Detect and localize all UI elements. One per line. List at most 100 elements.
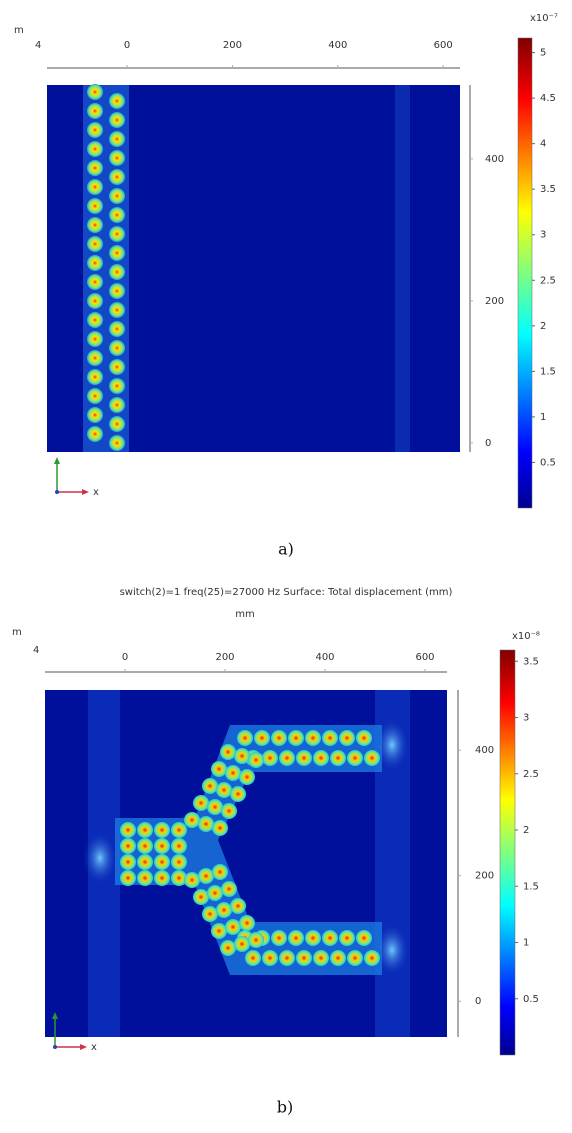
field-spot [109, 150, 125, 166]
y-tick-label: 0 [475, 996, 481, 1007]
x-tick-label: 400 [315, 652, 334, 663]
field-spot [120, 822, 136, 838]
field-spot [216, 782, 232, 798]
field-spot [109, 112, 125, 128]
field-spot [248, 932, 264, 948]
field-spot [339, 930, 355, 946]
field-spot [245, 950, 261, 966]
field-spot [212, 864, 228, 880]
colorbar-tick-label: 1 [540, 412, 546, 423]
field-spot [225, 765, 241, 781]
triad-label: x [93, 487, 99, 498]
unit-fragment: m [14, 25, 24, 36]
field-spot [87, 388, 103, 404]
field-spot [137, 854, 153, 870]
field-spot [137, 870, 153, 886]
field-spot [330, 950, 346, 966]
field-spot [109, 359, 125, 375]
field-spot [248, 752, 264, 768]
field-spot [109, 321, 125, 337]
field-edge [395, 85, 410, 452]
y-tick-label: 200 [475, 871, 494, 882]
colorbar-tick-label: 3 [540, 230, 546, 241]
colorbar-tick-label: 2 [540, 321, 546, 332]
caption: b) [277, 1098, 293, 1117]
field-spot [109, 264, 125, 280]
field-spot [109, 340, 125, 356]
field-spot [220, 744, 236, 760]
triad-y-head [52, 1012, 58, 1019]
field-spot [262, 750, 278, 766]
unit-fragment: m [12, 627, 22, 638]
colorbar-exponent: x10⁻⁸ [512, 631, 540, 642]
field-spot [109, 283, 125, 299]
field-spot [193, 889, 209, 905]
field-spot [211, 923, 227, 939]
field-spot [207, 885, 223, 901]
colorbar-tick-label: 1.5 [523, 881, 539, 892]
field-spot [202, 906, 218, 922]
field-spot [225, 919, 241, 935]
field-spot [364, 950, 380, 966]
colorbar [517, 37, 533, 509]
colorbar [499, 649, 516, 1056]
y-tick-label: 400 [475, 745, 494, 756]
field-glow [82, 830, 118, 886]
field-spot [87, 236, 103, 252]
field-spot [109, 93, 125, 109]
colorbar-exponent: x10⁻⁷ [530, 13, 558, 24]
field-spot [154, 854, 170, 870]
field-spot [87, 426, 103, 442]
colorbar-tick-label: 1.5 [540, 366, 556, 377]
field-spot [220, 940, 236, 956]
field-spot [184, 812, 200, 828]
field-spot [171, 870, 187, 886]
field-spot [87, 198, 103, 214]
field-spot [262, 950, 278, 966]
field-spot [221, 803, 237, 819]
field-spot [120, 870, 136, 886]
field-spot [109, 131, 125, 147]
field-spot [207, 799, 223, 815]
caption: a) [278, 540, 294, 559]
field-spot [87, 293, 103, 309]
field-spot [296, 950, 312, 966]
field-spot [202, 778, 218, 794]
field-spot [87, 312, 103, 328]
triad-origin [55, 490, 59, 494]
field-spot [87, 369, 103, 385]
field-spot [87, 141, 103, 157]
field-spot [109, 397, 125, 413]
field-spot [230, 898, 246, 914]
field-spot [109, 378, 125, 394]
field-spot [211, 761, 227, 777]
field-spot [154, 838, 170, 854]
field-spot [87, 217, 103, 233]
colorbar-tick-label: 3.5 [540, 184, 556, 195]
colorbar-tick-label: 0.5 [540, 457, 556, 468]
field-spot [87, 84, 103, 100]
colorbar-tick-label: 0.5 [523, 994, 539, 1005]
field-spot [109, 226, 125, 242]
field-spot [288, 930, 304, 946]
unit-number: 4 [35, 40, 41, 51]
field-spot [347, 750, 363, 766]
colorbar-tick-label: 1 [523, 938, 529, 949]
field-spot [198, 868, 214, 884]
colorbar-tick-label: 2.5 [523, 769, 539, 780]
field-spot [109, 207, 125, 223]
field-spot [87, 179, 103, 195]
field-spot [154, 822, 170, 838]
field-spot [339, 730, 355, 746]
field-spot [193, 795, 209, 811]
field-spot [171, 838, 187, 854]
colorbar-tick-label: 3 [523, 713, 529, 724]
field-spot [230, 786, 246, 802]
field-spot [305, 930, 321, 946]
field-spot [87, 331, 103, 347]
field-spot [239, 769, 255, 785]
field-spot [109, 188, 125, 204]
field-spot [322, 730, 338, 746]
field-spot [313, 950, 329, 966]
